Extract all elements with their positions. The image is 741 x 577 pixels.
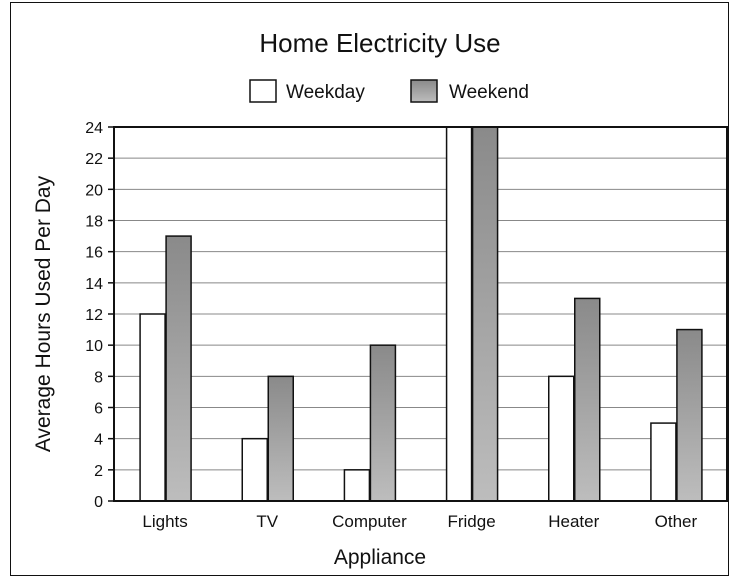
- y-tick-label: 16: [85, 245, 103, 262]
- legend-swatch-weekday: [249, 79, 277, 103]
- bar-weekend-computer: [369, 344, 397, 502]
- y-tick-label: 24: [85, 120, 103, 137]
- bars: [139, 126, 703, 502]
- y-tick-label: 18: [85, 214, 103, 231]
- legend: Weekday Weekend: [249, 79, 529, 103]
- x-axis-title: Appliance: [334, 546, 426, 569]
- y-tick-label: 12: [85, 307, 103, 324]
- y-tick-label: 0: [94, 494, 103, 511]
- plot-area-border: [113, 126, 728, 502]
- x-category-label: Heater: [548, 512, 599, 531]
- y-tick-label: 22: [85, 151, 103, 168]
- x-category-label: Fridge: [447, 512, 495, 531]
- y-tick-label: 20: [85, 182, 103, 199]
- legend-label-weekday: Weekday: [286, 82, 365, 103]
- bar-weekday-lights: [139, 313, 166, 502]
- bar-weekend-lights: [165, 235, 192, 502]
- gridlines: [114, 157, 727, 471]
- x-category-label: Computer: [332, 512, 407, 531]
- y-tick-label: 10: [85, 338, 103, 355]
- y-tick-label: 6: [94, 401, 103, 418]
- bar-weekend-tv: [267, 375, 294, 502]
- y-tick-label: 2: [94, 463, 103, 480]
- bar-weekday-computer: [343, 469, 371, 502]
- chart-title: Home Electricity Use: [259, 28, 500, 58]
- bar-weekend-other: [676, 328, 703, 502]
- bar-weekday-fridge: [445, 126, 473, 502]
- x-category-label: Other: [655, 512, 698, 531]
- legend-label-weekend: Weekend: [449, 82, 529, 103]
- x-category-label: TV: [256, 512, 278, 531]
- x-category-label: Lights: [142, 512, 187, 531]
- bar-weekend-heater: [574, 297, 601, 502]
- y-tick-label: 14: [85, 276, 103, 293]
- bar-weekday-other: [650, 422, 677, 502]
- y-tick-label: 4: [94, 432, 103, 449]
- bar-weekday-tv: [241, 437, 268, 502]
- y-axis-title: Average Hours Used Per Day: [32, 175, 55, 452]
- legend-swatch-weekend: [410, 79, 438, 103]
- bar-weekend-fridge: [471, 126, 499, 502]
- bar-weekday-heater: [548, 375, 575, 502]
- x-axis-categories: Lights TV Computer Fridge Heater Other: [142, 512, 697, 531]
- y-tick-label: 8: [94, 369, 103, 386]
